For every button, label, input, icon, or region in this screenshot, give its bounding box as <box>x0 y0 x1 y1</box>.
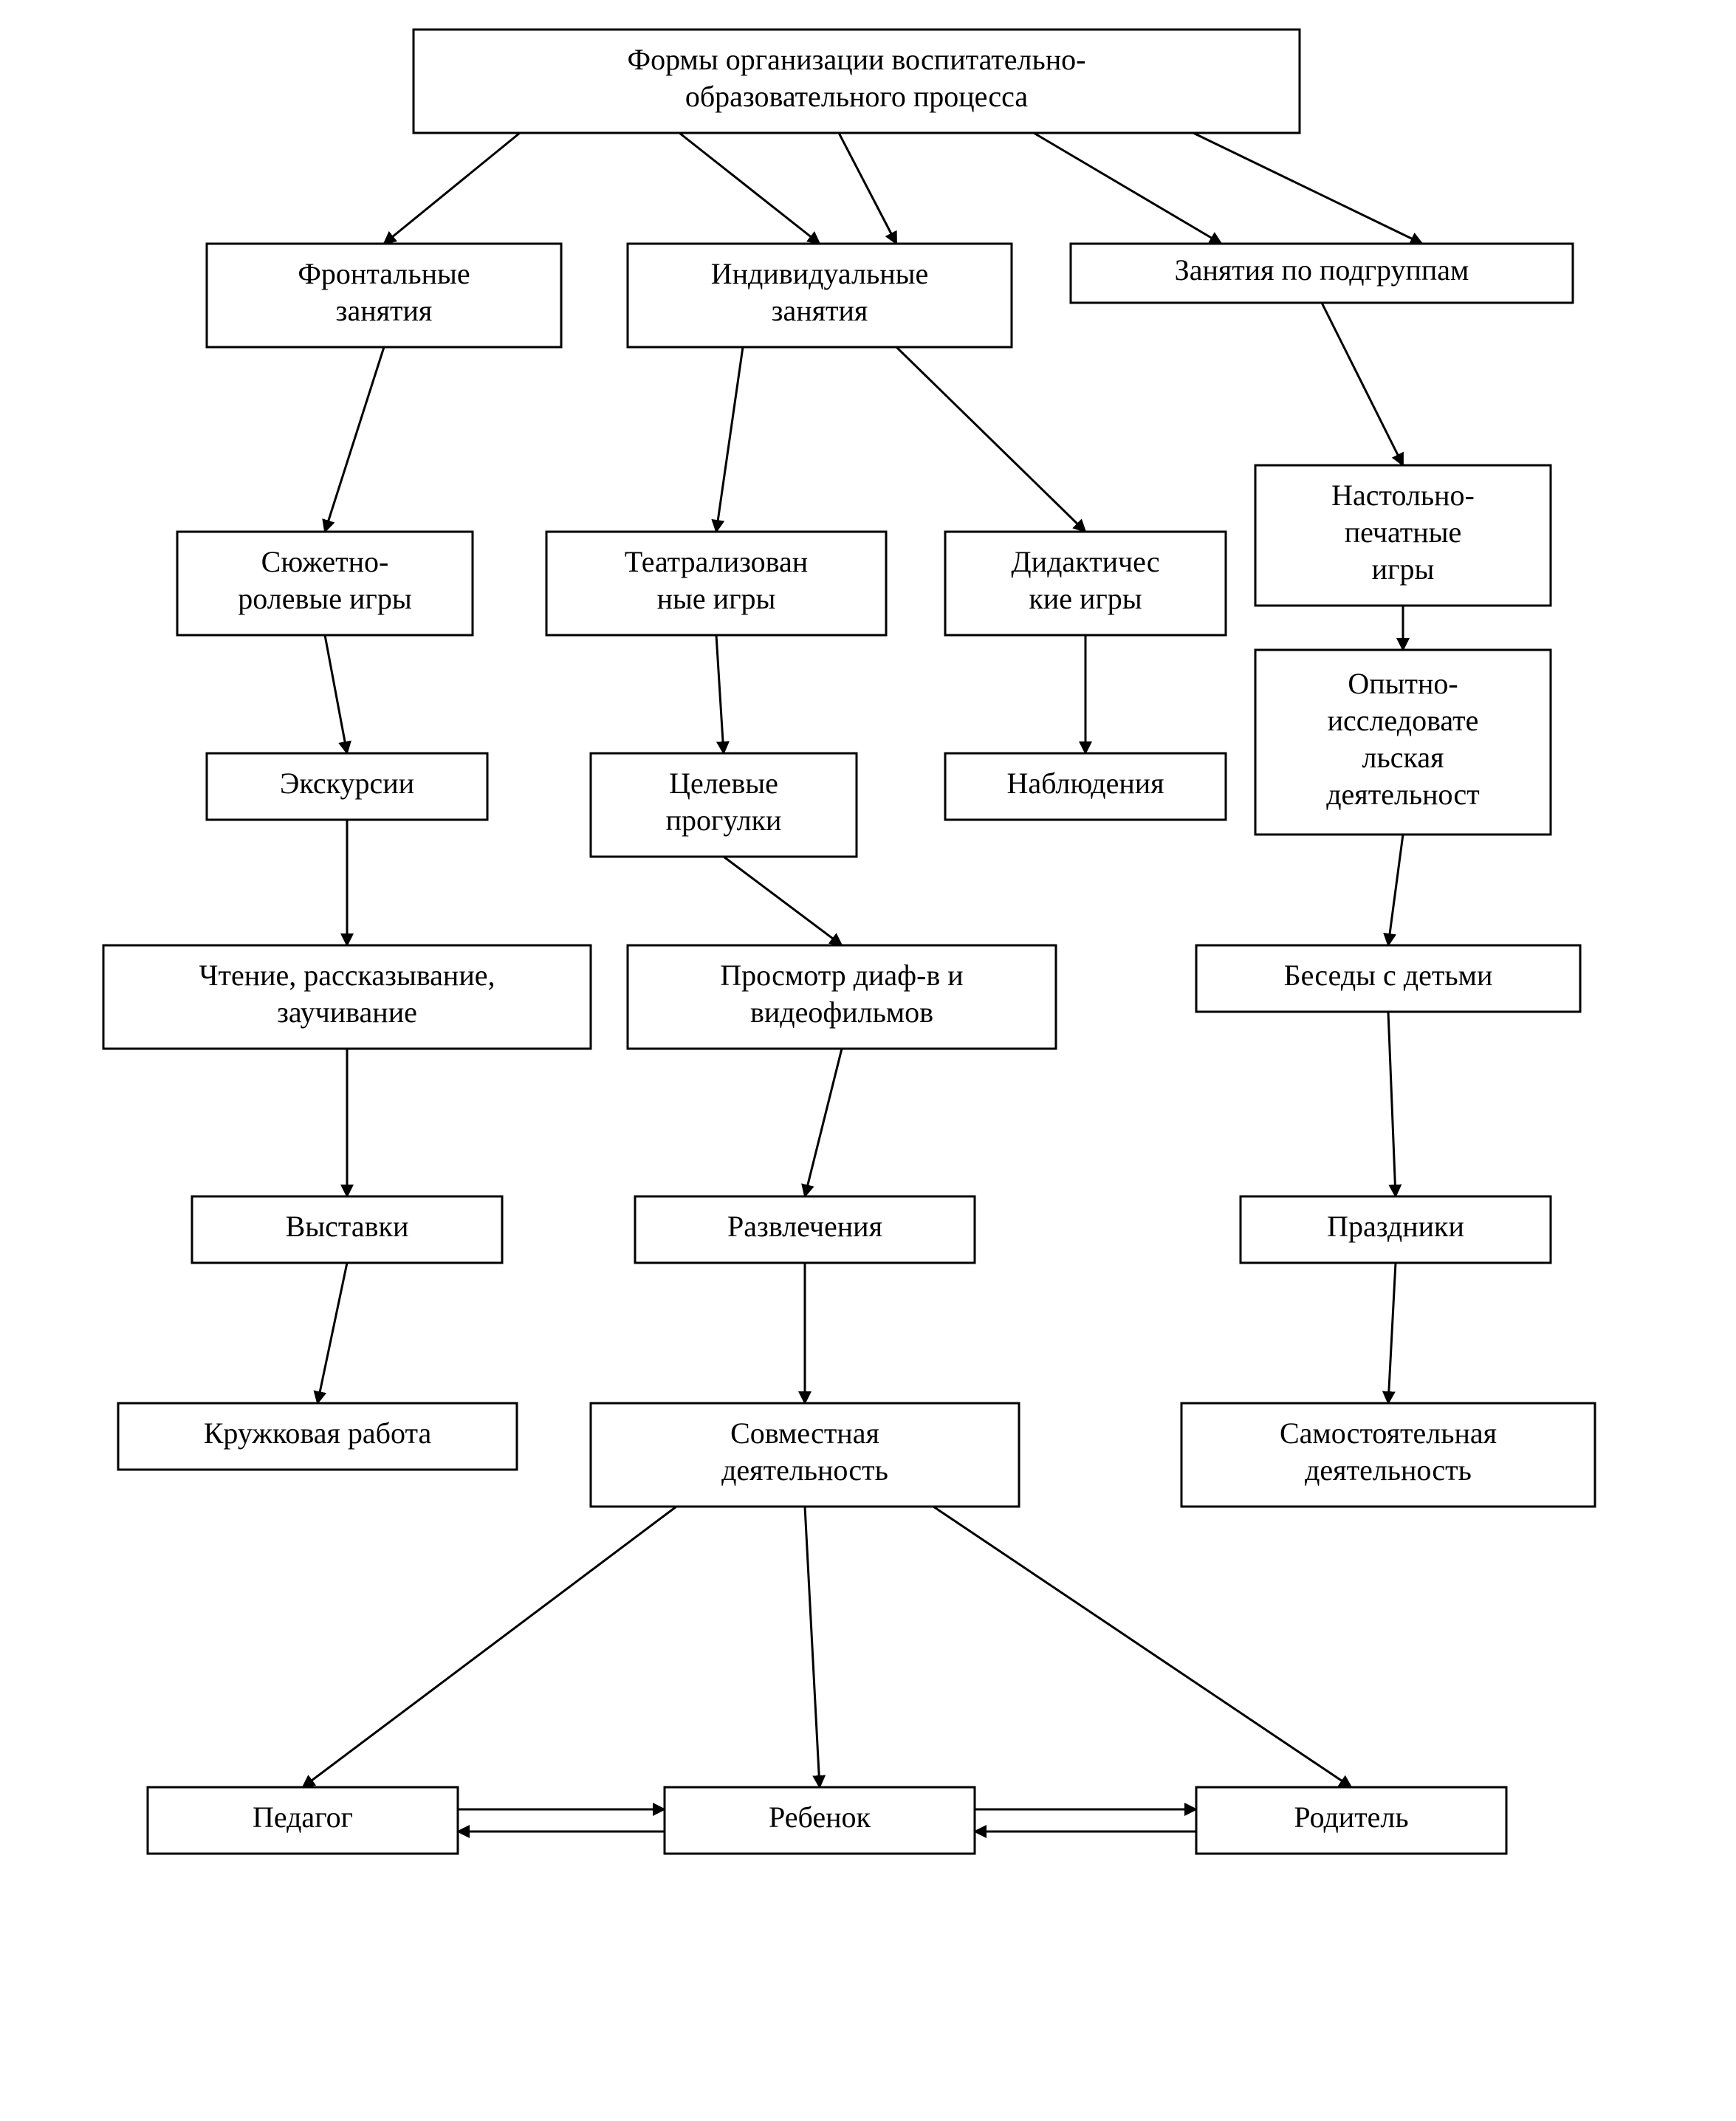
flowchart-node-circle: Кружковая работа <box>118 1403 517 1470</box>
node-label: Сюжетно- <box>261 545 389 578</box>
node-label: прогулки <box>666 803 782 837</box>
edge <box>805 1049 842 1196</box>
edge <box>724 857 842 945</box>
flowchart-node-root: Формы организации воспитательно-образова… <box>414 30 1300 133</box>
flowchart-node-talks: Беседы с детьми <box>1196 945 1580 1012</box>
flowchart-node-joint: Совместнаядеятельность <box>591 1403 1019 1507</box>
edge <box>1388 835 1403 945</box>
node-label: Развлечения <box>727 1210 882 1243</box>
edge <box>933 1507 1351 1787</box>
flowchart-node-roleplay: Сюжетно-ролевые игры <box>177 532 473 635</box>
node-label: ные игры <box>657 582 776 615</box>
node-label: Наблюдения <box>1006 767 1164 800</box>
node-label: Самостоятельная <box>1280 1416 1497 1450</box>
node-label: занятия <box>772 294 868 327</box>
node-label: Чтение, рассказывание, <box>199 959 495 992</box>
node-label: Фронтальные <box>298 257 470 290</box>
node-label: Ребенок <box>769 1800 871 1834</box>
flowchart-node-research: Опытно-исследовате льская деятельност <box>1255 650 1551 835</box>
node-label: Просмотр диаф-в и <box>720 959 963 992</box>
node-label: Экскурсии <box>280 767 414 800</box>
edge <box>805 1507 820 1787</box>
flowchart-node-individual: Индивидуальные занятия <box>628 244 1012 347</box>
node-label: ролевые игры <box>238 582 411 615</box>
node-label: видеофильмов <box>750 996 933 1029</box>
edge <box>1193 133 1422 244</box>
edge <box>325 635 347 753</box>
node-label: образовательного процесса <box>685 80 1029 113</box>
node-label: Родитель <box>1294 1800 1408 1834</box>
node-label: Формы организации воспитательно- <box>628 43 1086 76</box>
flowchart-node-viewing: Просмотр диаф-в и видеофильмов <box>628 945 1056 1049</box>
flowchart-node-independent: Самостоятельнаядеятельность <box>1181 1403 1595 1507</box>
edge <box>318 1263 347 1403</box>
node-label: Настольно- <box>1331 479 1475 512</box>
node-label: деятельность <box>1305 1453 1472 1487</box>
edge <box>839 133 896 244</box>
node-label: печатные <box>1345 515 1462 549</box>
node-label: Выставки <box>286 1210 409 1243</box>
edge <box>716 347 743 532</box>
node-label: Педагог <box>253 1800 353 1834</box>
edge <box>325 347 384 532</box>
node-label: занятия <box>336 294 433 327</box>
flowchart-node-exhibition: Выставки <box>192 1196 502 1263</box>
flowchart-node-targetwalk: Целевыепрогулки <box>591 753 857 857</box>
edge <box>716 635 724 753</box>
node-label: кие игры <box>1029 582 1142 615</box>
flowchart-node-observation: Наблюдения <box>945 753 1226 820</box>
node-label: Индивидуальные <box>711 257 929 290</box>
edge <box>1322 303 1403 465</box>
node-label: игры <box>1372 552 1435 586</box>
nodes: Формы организации воспитательно-образова… <box>103 30 1595 1854</box>
edge <box>896 347 1085 532</box>
node-label: льская <box>1362 741 1444 774</box>
flowchart-node-reading: Чтение, рассказывание, заучивание <box>103 945 591 1049</box>
node-label: заучивание <box>277 996 417 1029</box>
node-label: Совместная <box>730 1416 879 1450</box>
edge <box>1034 133 1221 244</box>
edge <box>679 133 820 244</box>
flowchart-node-subgroup: Занятия по подгруппам <box>1071 244 1573 303</box>
node-label: Занятия по подгруппам <box>1175 253 1469 287</box>
node-label: Дидактичес <box>1011 545 1159 578</box>
flowchart-node-didactic: Дидактичес кие игры <box>945 532 1226 635</box>
flowchart-node-entertain: Развлечения <box>635 1196 975 1263</box>
node-label: Кружковая работа <box>204 1416 432 1450</box>
edge <box>1388 1263 1396 1403</box>
edge <box>1388 1012 1396 1196</box>
edge <box>384 133 520 244</box>
node-label: деятельность <box>721 1453 888 1487</box>
node-label: Праздники <box>1327 1210 1464 1243</box>
flowchart-node-theatre: Театрализован ные игры <box>546 532 886 635</box>
flowchart-node-excursion: Экскурсии <box>207 753 487 820</box>
flowchart-svg: Формы организации воспитательно-образова… <box>0 0 1736 2121</box>
node-label: Беседы с детьми <box>1284 959 1493 992</box>
edge <box>303 1507 676 1787</box>
node-label: Театрализован <box>625 545 808 578</box>
node-label: Целевые <box>669 767 778 800</box>
flowchart-node-frontal: Фронтальные занятия <box>207 244 561 347</box>
node-label: деятельност <box>1326 778 1480 811</box>
node-label: исследовате <box>1328 704 1479 737</box>
flowchart-node-holiday: Праздники <box>1241 1196 1551 1263</box>
flowchart-node-child: Ребенок <box>665 1787 975 1854</box>
flowchart-container: Формы организации воспитательно-образова… <box>0 0 1736 2121</box>
node-label: Опытно- <box>1348 667 1458 700</box>
flowchart-node-parent: Родитель <box>1196 1787 1506 1854</box>
flowchart-node-tabletop: Настольно-печатныеигры <box>1255 465 1551 606</box>
flowchart-node-teacher: Педагог <box>148 1787 458 1854</box>
